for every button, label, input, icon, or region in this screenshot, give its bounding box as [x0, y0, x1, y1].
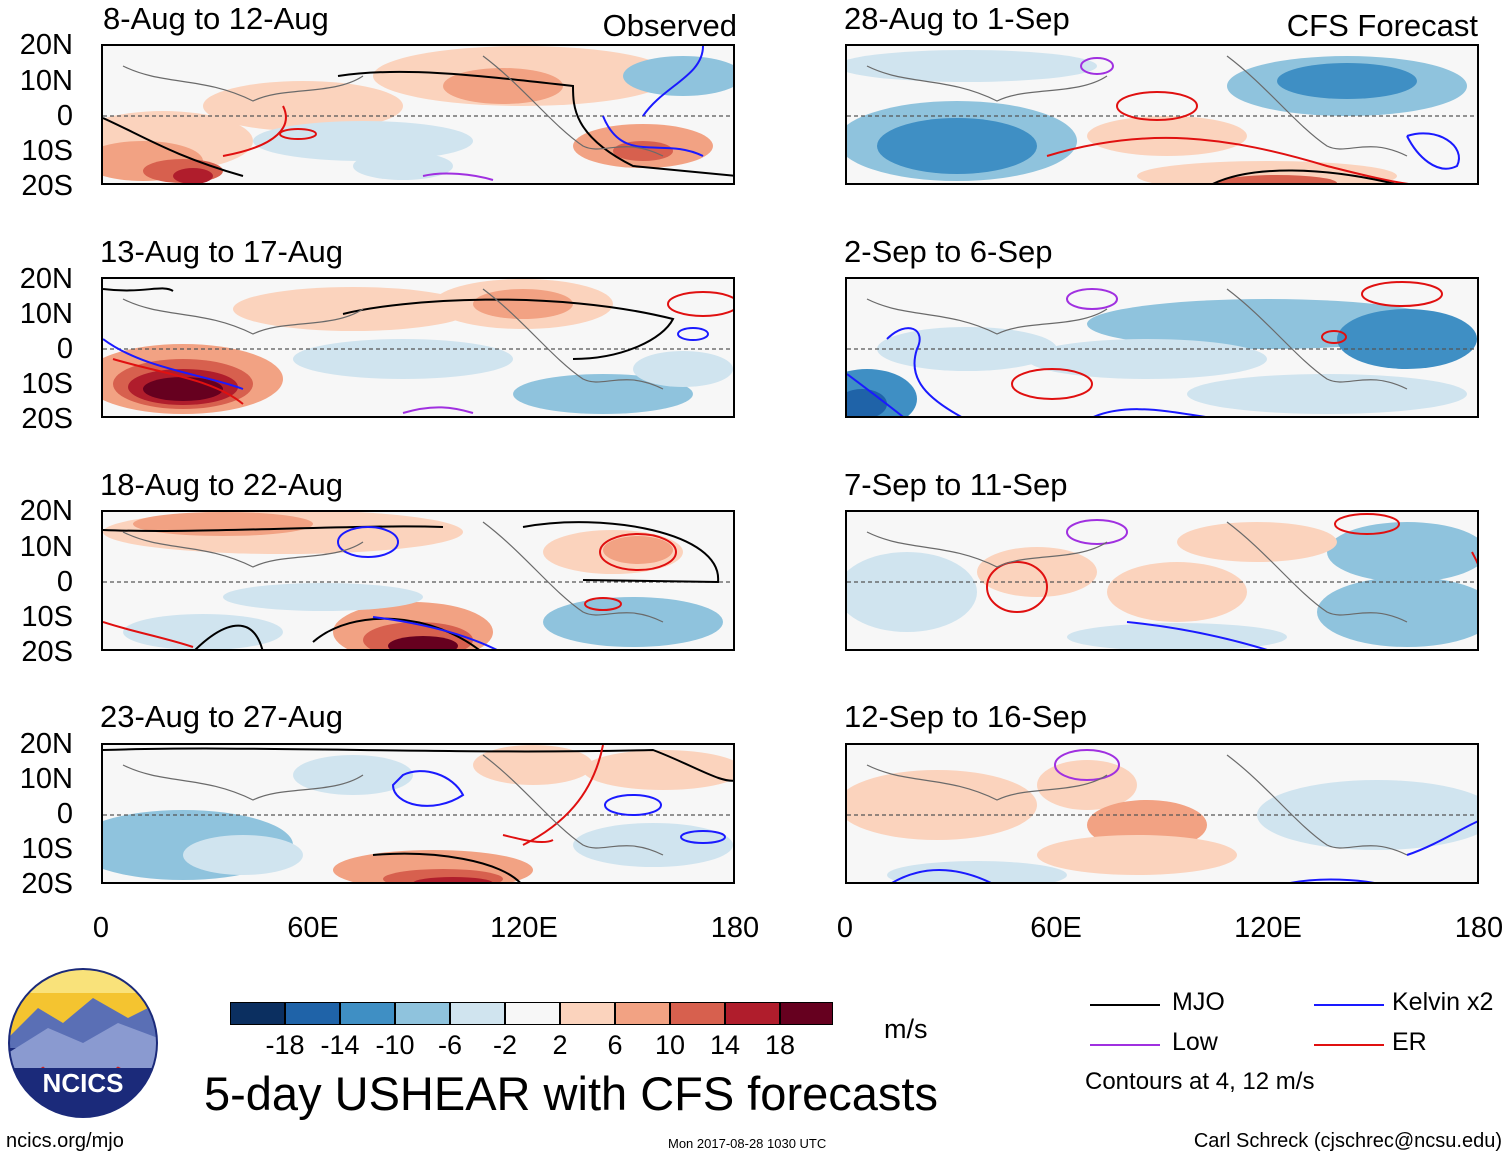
- map-panel-forecast-1: [845, 44, 1479, 185]
- lat-label: 20N: [19, 263, 73, 295]
- forecast-label: CFS Forecast: [1286, 8, 1478, 43]
- map-panel-forecast-3: [845, 510, 1479, 651]
- map-panel-observed-3: [101, 510, 735, 651]
- colorbar-label: -2: [492, 1030, 518, 1060]
- lon-label: 60E: [1030, 912, 1082, 944]
- map-panel-forecast-2: [845, 277, 1479, 418]
- colorbar-swatch: [560, 1002, 615, 1025]
- lat-label: 0: [56, 333, 73, 365]
- colorbar-unit: m/s: [884, 1014, 928, 1044]
- lat-label: 10N: [19, 298, 73, 330]
- lat-label: 20N: [19, 495, 73, 527]
- lat-label: 10S: [21, 601, 73, 633]
- colorbar-swatch: [285, 1002, 340, 1025]
- lat-label: 10S: [21, 833, 73, 865]
- lat-label: 20N: [19, 728, 73, 760]
- panel-title-left-2: 13-Aug to 17-Aug: [100, 234, 344, 269]
- colorbar-swatch: [230, 1002, 285, 1025]
- colorbar-swatch: [340, 1002, 395, 1025]
- shear-field: [103, 512, 733, 649]
- lon-label: 120E: [490, 912, 558, 944]
- lon-label: 0: [836, 912, 854, 944]
- legend-note: Contours at 4, 12 m/s: [1085, 1068, 1315, 1095]
- panel-title-left-1: 8-Aug to 12-Aug: [103, 1, 329, 36]
- timestamp: Mon 2017-08-28 1030 UTC: [668, 1136, 827, 1151]
- colorbar-label: 6: [607, 1030, 623, 1060]
- lat-label: 20S: [21, 403, 73, 435]
- lat-label: 10S: [21, 368, 73, 400]
- legend-line-mjo: [1090, 1004, 1160, 1006]
- lon-label: 180: [710, 912, 760, 944]
- shear-field: [103, 745, 733, 882]
- shear-field: [847, 512, 1477, 649]
- lat-label: 20N: [19, 29, 73, 61]
- colorbar-label: 10: [654, 1030, 686, 1060]
- logo-text: NCICS: [42, 1068, 124, 1098]
- shear-field: [847, 745, 1477, 882]
- lat-label: 10N: [19, 531, 73, 563]
- map-panel-observed-2: [101, 277, 735, 418]
- lat-label: 0: [56, 100, 73, 132]
- legend-line-er: [1314, 1044, 1384, 1046]
- legend-line-low: [1090, 1044, 1160, 1046]
- credit: Carl Schreck (cjschrec@ncsu.edu): [1193, 1130, 1502, 1152]
- legend-line-kelvin: [1314, 1004, 1384, 1006]
- colorbar-swatch: [615, 1002, 670, 1025]
- lon-label: 120E: [1234, 912, 1302, 944]
- website-link[interactable]: ncics.org/mjo: [6, 1130, 124, 1152]
- shear-field: [847, 279, 1477, 416]
- lon-label: 60E: [287, 912, 339, 944]
- legend-label-low: Low: [1172, 1028, 1218, 1056]
- panel-title-right-1: 28-Aug to 1-Sep: [844, 1, 1070, 36]
- lat-label: 20S: [21, 170, 73, 202]
- logo-graphic: [8, 968, 158, 1118]
- panel-title-left-4: 23-Aug to 27-Aug: [100, 699, 344, 734]
- shear-field: [103, 279, 733, 416]
- legend-label-kelvin: Kelvin x2: [1392, 988, 1494, 1016]
- map-panel-forecast-4: [845, 743, 1479, 884]
- map-panel-observed-4: [101, 743, 735, 884]
- colorbar-label: 2: [552, 1030, 568, 1060]
- legend-label-mjo: MJO: [1172, 988, 1225, 1016]
- shear-field: [103, 46, 733, 183]
- lat-label: 20S: [21, 868, 73, 900]
- colorbar-label: -6: [437, 1030, 463, 1060]
- lat-label: 10S: [21, 135, 73, 167]
- panel-title-left-3: 18-Aug to 22-Aug: [100, 467, 344, 502]
- lon-label: 180: [1454, 912, 1504, 944]
- shear-field: [847, 46, 1477, 183]
- colorbar-swatch: [670, 1002, 725, 1025]
- lat-label: 10N: [19, 763, 73, 795]
- ncics-logo: NCICS: [8, 968, 158, 1118]
- observed-label: Observed: [602, 8, 737, 43]
- lon-label: 0: [92, 912, 110, 944]
- panel-title-right-4: 12-Sep to 16-Sep: [844, 699, 1088, 734]
- colorbar-swatch: [725, 1002, 780, 1025]
- map-panel-observed-1: [101, 44, 735, 185]
- colorbar-swatch: [450, 1002, 505, 1025]
- colorbar-swatch: [780, 1002, 833, 1025]
- colorbar-label: -10: [375, 1030, 415, 1060]
- lat-label: 20S: [21, 636, 73, 668]
- colorbar-label: 14: [709, 1030, 741, 1060]
- legend-label-er: ER: [1392, 1028, 1427, 1056]
- lat-label: 0: [56, 798, 73, 830]
- colorbar-label: -14: [320, 1030, 360, 1060]
- colorbar-label: -18: [265, 1030, 305, 1060]
- colorbar-label: 18: [764, 1030, 796, 1060]
- colorbar-swatch: [505, 1002, 560, 1025]
- main-title: 5-day USHEAR with CFS forecasts: [204, 1067, 938, 1120]
- colorbar-swatch: [395, 1002, 450, 1025]
- lat-label: 10N: [19, 65, 73, 97]
- lat-label: 0: [56, 566, 73, 598]
- panel-title-right-3: 7-Sep to 11-Sep: [844, 467, 1068, 502]
- panel-title-right-2: 2-Sep to 6-Sep: [844, 234, 1053, 269]
